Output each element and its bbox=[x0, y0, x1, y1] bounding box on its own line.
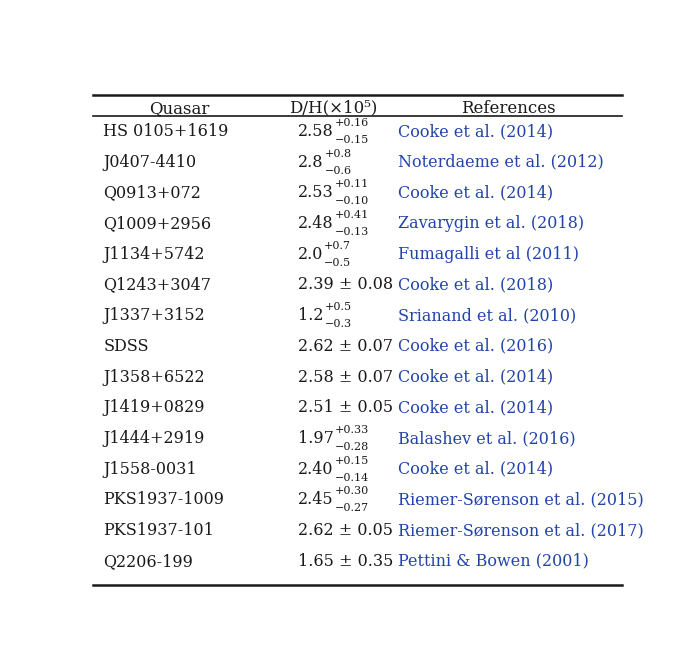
Text: +0.11: +0.11 bbox=[335, 179, 369, 189]
Text: Cooke et al. (2014): Cooke et al. (2014) bbox=[398, 184, 553, 201]
Text: D/H(×10⁵): D/H(×10⁵) bbox=[289, 100, 377, 117]
Text: 1.2: 1.2 bbox=[298, 307, 323, 324]
Text: 2.58: 2.58 bbox=[298, 123, 334, 140]
Text: −0.27: −0.27 bbox=[335, 504, 369, 514]
Text: J1419+0829: J1419+0829 bbox=[103, 399, 205, 416]
Text: −0.15: −0.15 bbox=[335, 135, 369, 145]
Text: Cooke et al. (2014): Cooke et al. (2014) bbox=[398, 123, 553, 140]
Text: Cooke et al. (2014): Cooke et al. (2014) bbox=[398, 461, 553, 478]
Text: 1.65 ± 0.35: 1.65 ± 0.35 bbox=[298, 552, 393, 570]
Text: Fumagalli et al (2011): Fumagalli et al (2011) bbox=[398, 246, 579, 263]
Text: −0.14: −0.14 bbox=[335, 473, 369, 483]
Text: Riemer-Sørenson et al. (2015): Riemer-Sørenson et al. (2015) bbox=[398, 491, 643, 508]
Text: 2.58 ± 0.07: 2.58 ± 0.07 bbox=[298, 369, 393, 385]
Text: −0.13: −0.13 bbox=[335, 227, 369, 237]
Text: 2.8: 2.8 bbox=[298, 154, 323, 171]
Text: J0407-4410: J0407-4410 bbox=[103, 154, 197, 171]
Text: Noterdaeme et al. (2012): Noterdaeme et al. (2012) bbox=[398, 154, 604, 171]
Text: Cooke et al. (2014): Cooke et al. (2014) bbox=[398, 399, 553, 416]
Text: 2.48: 2.48 bbox=[298, 215, 333, 232]
Text: SDSS: SDSS bbox=[103, 338, 149, 355]
Text: +0.15: +0.15 bbox=[335, 456, 369, 466]
Text: −0.10: −0.10 bbox=[335, 196, 369, 206]
Text: +0.33: +0.33 bbox=[335, 425, 369, 435]
Text: 2.62 ± 0.05: 2.62 ± 0.05 bbox=[298, 522, 393, 539]
Text: PKS1937-101: PKS1937-101 bbox=[103, 522, 214, 539]
Text: 2.62 ± 0.07: 2.62 ± 0.07 bbox=[298, 338, 393, 355]
Text: −0.3: −0.3 bbox=[324, 319, 351, 329]
Text: Srianand et al. (2010): Srianand et al. (2010) bbox=[398, 307, 576, 324]
Text: J1444+2919: J1444+2919 bbox=[103, 430, 205, 447]
Text: +0.30: +0.30 bbox=[335, 486, 369, 496]
Text: +0.5: +0.5 bbox=[324, 302, 351, 312]
Text: Balashev et al. (2016): Balashev et al. (2016) bbox=[398, 430, 575, 447]
Text: HS 0105+1619: HS 0105+1619 bbox=[103, 123, 229, 140]
Text: Q1009+2956: Q1009+2956 bbox=[103, 215, 211, 232]
Text: J1134+5742: J1134+5742 bbox=[103, 246, 205, 263]
Text: J1558-0031: J1558-0031 bbox=[103, 461, 197, 478]
Text: Riemer-Sørenson et al. (2017): Riemer-Sørenson et al. (2017) bbox=[398, 522, 643, 539]
Text: Q2206-199: Q2206-199 bbox=[103, 552, 193, 570]
Text: Q1243+3047: Q1243+3047 bbox=[103, 277, 211, 293]
Text: 2.0: 2.0 bbox=[298, 246, 323, 263]
Text: References: References bbox=[461, 100, 556, 117]
Text: 2.45: 2.45 bbox=[298, 491, 333, 508]
Text: 2.51 ± 0.05: 2.51 ± 0.05 bbox=[298, 399, 393, 416]
Text: 2.53: 2.53 bbox=[298, 184, 334, 201]
Text: Q0913+072: Q0913+072 bbox=[103, 184, 201, 201]
Text: +0.7: +0.7 bbox=[324, 240, 351, 250]
Text: 1.97: 1.97 bbox=[298, 430, 334, 447]
Text: Pettini & Bowen (2001): Pettini & Bowen (2001) bbox=[398, 552, 588, 570]
Text: −0.6: −0.6 bbox=[324, 166, 351, 176]
Text: Quasar: Quasar bbox=[148, 100, 209, 117]
Text: −0.5: −0.5 bbox=[324, 258, 351, 268]
Text: PKS1937-1009: PKS1937-1009 bbox=[103, 491, 224, 508]
Text: J1337+3152: J1337+3152 bbox=[103, 307, 205, 324]
Text: 2.39 ± 0.08: 2.39 ± 0.08 bbox=[298, 277, 393, 293]
Text: +0.16: +0.16 bbox=[335, 118, 369, 128]
Text: Cooke et al. (2016): Cooke et al. (2016) bbox=[398, 338, 553, 355]
Text: +0.41: +0.41 bbox=[335, 210, 369, 220]
Text: Cooke et al. (2018): Cooke et al. (2018) bbox=[398, 277, 553, 293]
Text: Cooke et al. (2014): Cooke et al. (2014) bbox=[398, 369, 553, 385]
Text: 2.40: 2.40 bbox=[298, 461, 333, 478]
Text: +0.8: +0.8 bbox=[324, 148, 351, 158]
Text: −0.28: −0.28 bbox=[335, 442, 369, 452]
Text: Zavarygin et al. (2018): Zavarygin et al. (2018) bbox=[398, 215, 584, 232]
Text: J1358+6522: J1358+6522 bbox=[103, 369, 205, 385]
